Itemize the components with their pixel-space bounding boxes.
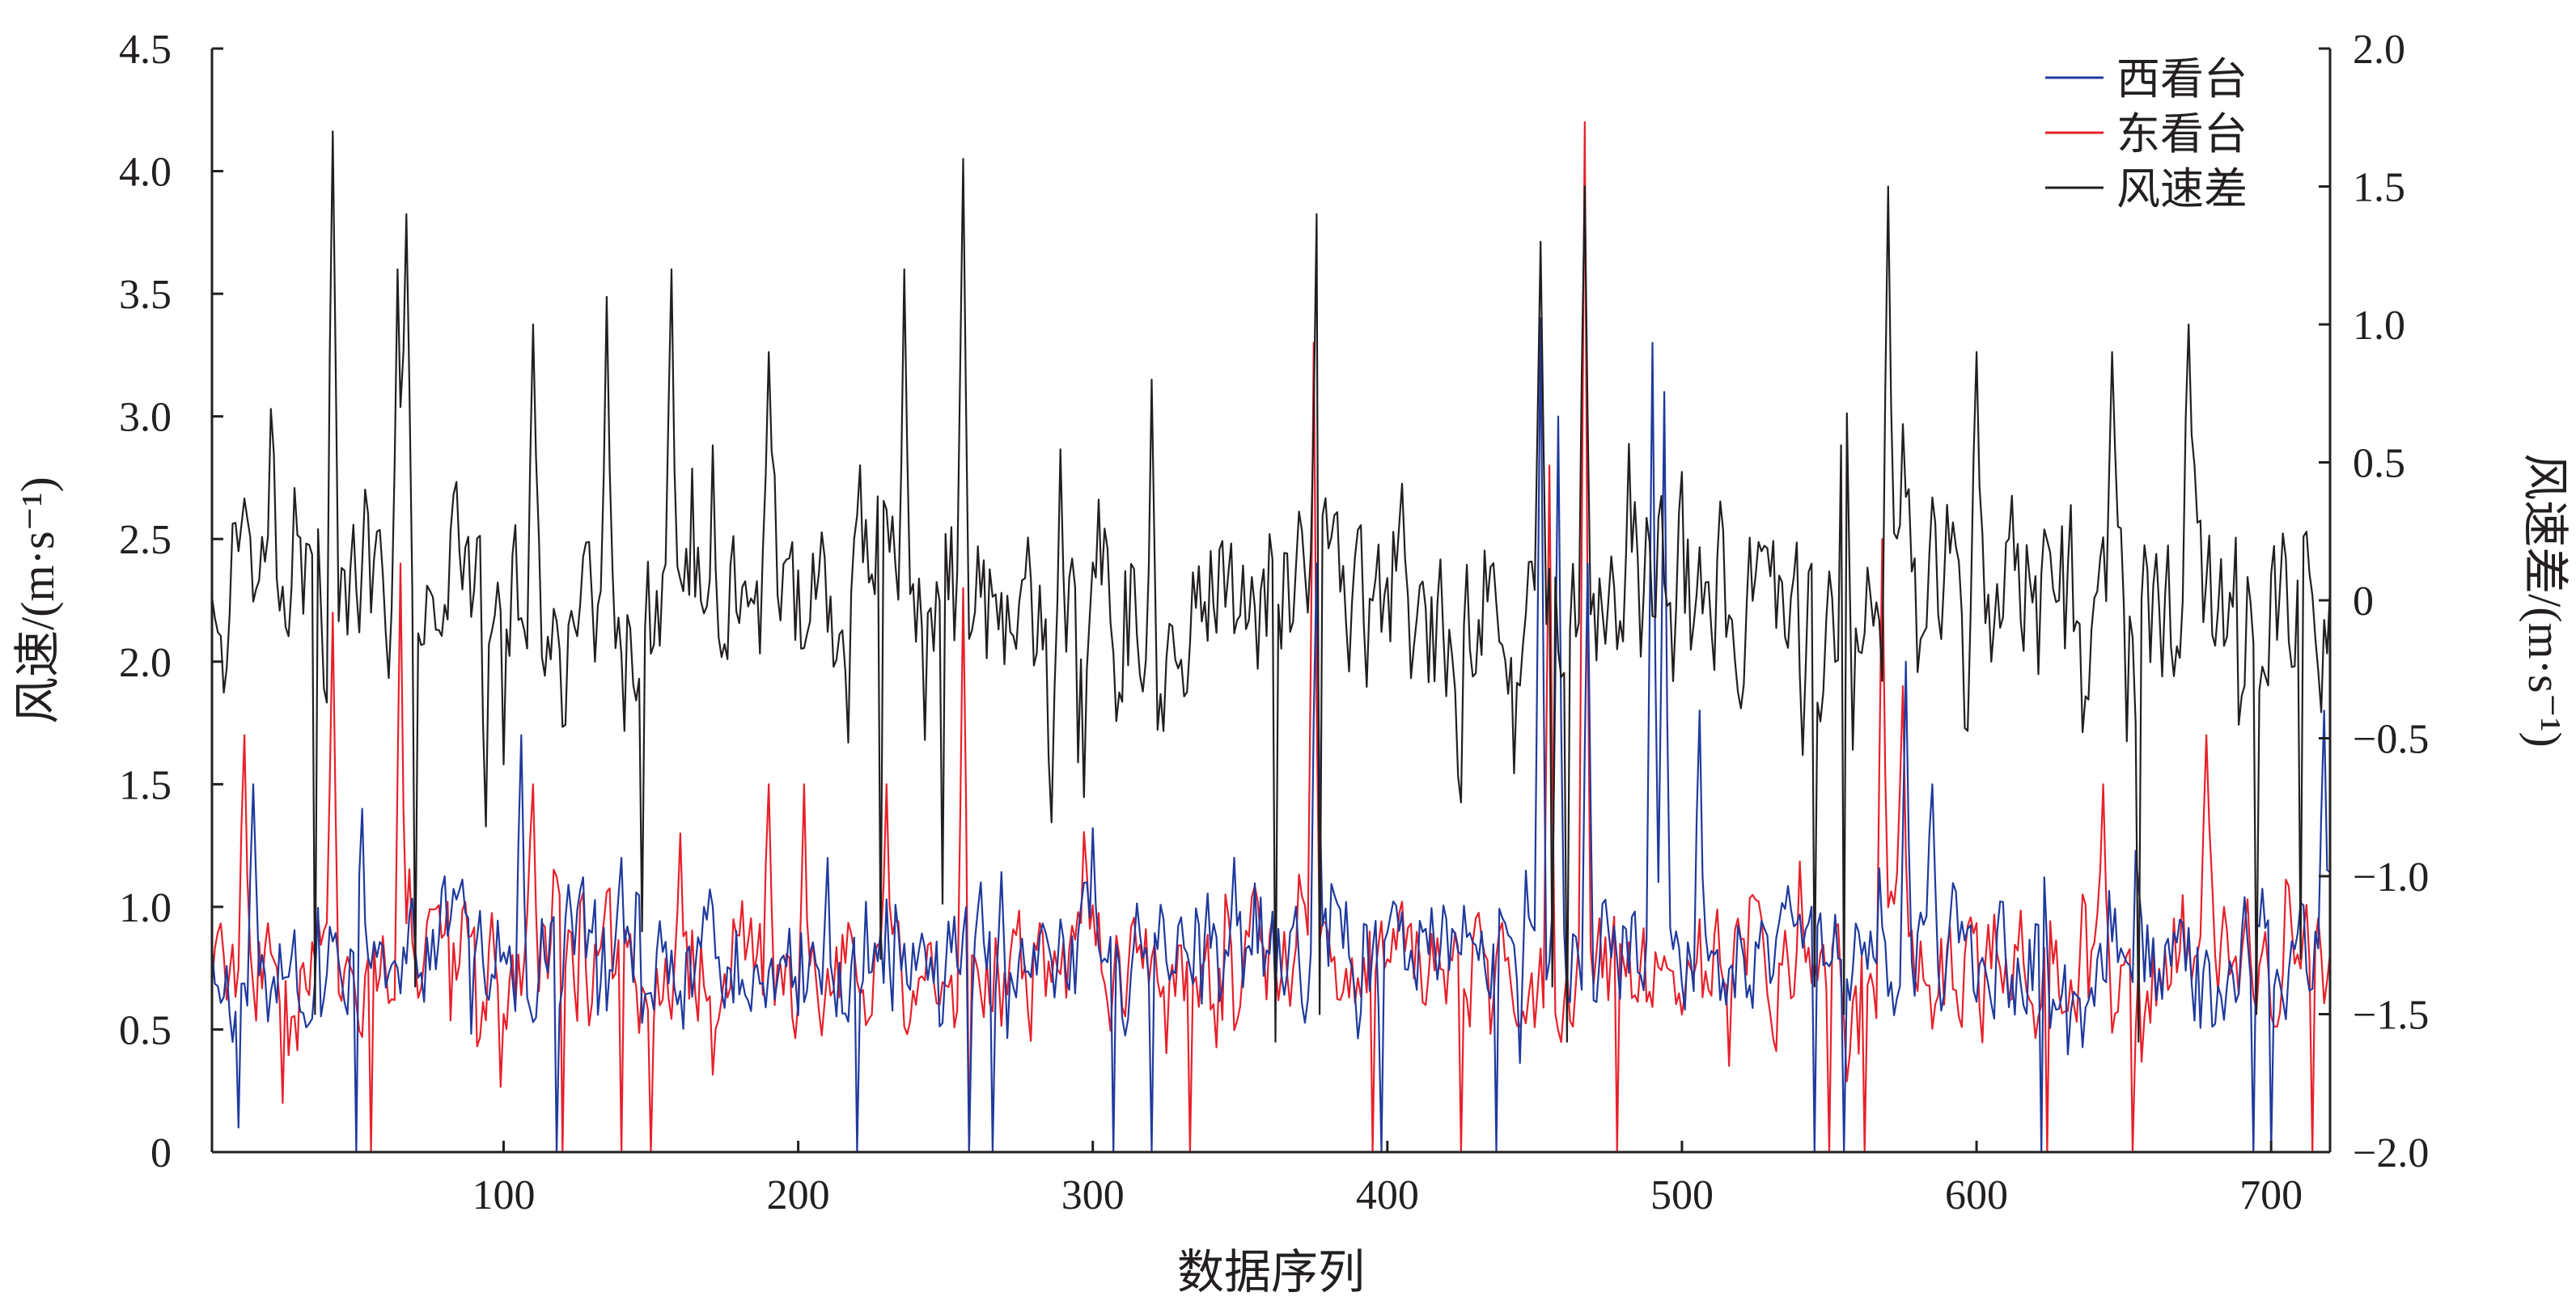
right-tick-label: −2.0 bbox=[2353, 1130, 2429, 1176]
left-tick-label: 1.0 bbox=[119, 885, 172, 931]
left-axis-ticks: 0 0.5 1.0 1.5 2.0 2.5 3.0 3.5 4.0 4.5 bbox=[119, 27, 223, 1176]
left-tick-label: 4.0 bbox=[119, 150, 172, 196]
series-line-east-stand bbox=[210, 121, 2332, 1154]
right-axis-ticks: −2.0 −1.5 −1.0 −0.5 0 0.5 1.0 1.5 2.0 bbox=[2319, 27, 2429, 1176]
left-axis-title: 风速/(m·s⁻¹) bbox=[11, 477, 64, 724]
left-tick-label: 0.5 bbox=[119, 1007, 172, 1053]
right-tick-label: 1.5 bbox=[2353, 165, 2405, 211]
right-tick-label: −1.5 bbox=[2353, 993, 2429, 1039]
right-tick-label: 1.0 bbox=[2353, 303, 2405, 349]
right-tick-label: 0 bbox=[2353, 578, 2374, 625]
legend: 西看台 东看台 风速差 bbox=[2045, 55, 2248, 214]
left-tick-label: 4.5 bbox=[119, 27, 172, 73]
right-axis-title: 风速差/(m·s⁻¹) bbox=[2519, 453, 2571, 748]
left-tick-label: 1.5 bbox=[119, 762, 172, 808]
right-tick-label: −0.5 bbox=[2353, 717, 2429, 763]
x-tick-label: 400 bbox=[1356, 1172, 1419, 1218]
left-tick-label: 3.0 bbox=[119, 395, 172, 441]
series-line-west-stand bbox=[210, 317, 2331, 1154]
right-tick-label: 2.0 bbox=[2353, 27, 2405, 73]
legend-label-west: 西看台 bbox=[2116, 55, 2248, 104]
series-line-wind-speed-difference bbox=[210, 130, 2332, 1043]
x-tick-label: 600 bbox=[1945, 1172, 2008, 1218]
left-tick-label: 3.5 bbox=[119, 272, 172, 318]
x-tick-label: 300 bbox=[1061, 1172, 1125, 1218]
legend-label-east: 东看台 bbox=[2116, 110, 2248, 159]
x-tick-label: 100 bbox=[472, 1172, 535, 1218]
legend-label-diff: 风速差 bbox=[2116, 165, 2248, 214]
series-layer bbox=[210, 121, 2332, 1154]
x-tick-label: 500 bbox=[1650, 1172, 1714, 1218]
x-axis-title: 数据序列 bbox=[1177, 1246, 1365, 1299]
left-tick-label: 0 bbox=[150, 1130, 172, 1176]
x-tick-label: 200 bbox=[767, 1172, 830, 1218]
x-tick-label: 700 bbox=[2239, 1172, 2303, 1218]
right-tick-label: 0.5 bbox=[2353, 441, 2405, 487]
left-tick-label: 2.0 bbox=[119, 640, 172, 686]
x-axis-ticks: 100 200 300 400 500 600 700 bbox=[472, 1141, 2303, 1218]
right-tick-label: −1.0 bbox=[2353, 854, 2429, 900]
left-tick-label: 2.5 bbox=[119, 517, 172, 563]
